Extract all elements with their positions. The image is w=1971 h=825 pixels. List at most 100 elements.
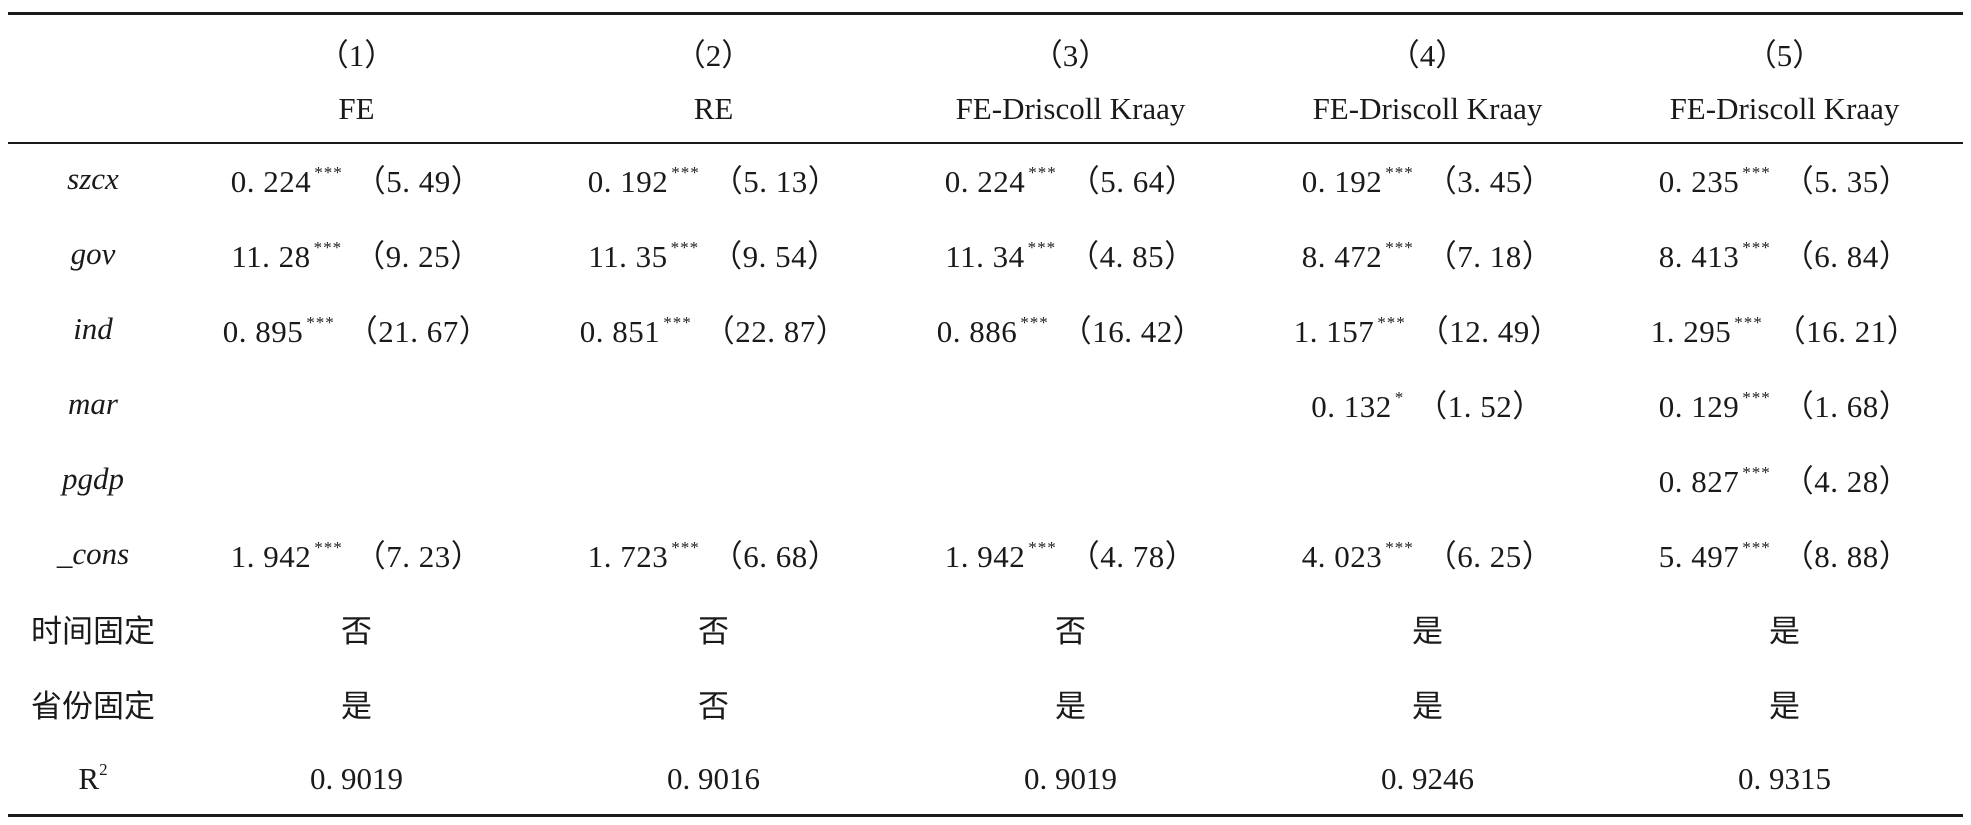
t-statistic: （4. 28） bbox=[1782, 464, 1911, 499]
coefficient-value: 1. 942 bbox=[944, 539, 1026, 574]
coefficient-cell: 0. 224 *** （5. 64） bbox=[892, 137, 1249, 216]
r-squared-superscript: 2 bbox=[99, 760, 108, 779]
header-corner bbox=[8, 15, 178, 81]
fixed-effect-cell: 是 bbox=[1412, 614, 1443, 650]
t-statistic: （9. 25） bbox=[354, 239, 482, 274]
t-statistic: （21. 67） bbox=[346, 314, 491, 349]
r-squared-value: 0. 9315 bbox=[1738, 760, 1831, 796]
coefficient-cell: 1. 942 *** （4. 78） bbox=[892, 516, 1249, 591]
t-statistic: （4. 78） bbox=[1068, 539, 1197, 574]
t-statistic: （22. 87） bbox=[703, 314, 848, 349]
row-label: 时间固定 bbox=[31, 614, 155, 650]
coefficient-value: 0. 895 bbox=[222, 314, 304, 349]
significance-stars: *** bbox=[1742, 163, 1771, 182]
column-method: FE-Driscoll Kraay bbox=[1669, 91, 1900, 126]
coefficient-cell: 11. 35 *** （9. 54） bbox=[535, 216, 892, 291]
significance-stars: *** bbox=[314, 163, 343, 182]
variable-label: ind bbox=[73, 310, 113, 346]
significance-stars: *** bbox=[314, 538, 343, 557]
coefficient-cell: 0. 895 *** （21. 67） bbox=[178, 291, 535, 366]
fixed-effect-cell: 是 bbox=[1769, 689, 1800, 725]
coefficient-cell: 1. 157 *** （12. 49） bbox=[1249, 291, 1606, 366]
row-ind: ind 0. 895 *** （21. 67） 0. 851 *** （22. 87） 0. … bbox=[8, 291, 1963, 366]
coefficient-value: 8. 472 bbox=[1301, 239, 1383, 274]
t-statistic: （6. 68） bbox=[711, 539, 840, 574]
row-gov: gov 11. 28 *** （9. 25） 11. 35 *** （9. 54） 11. 3… bbox=[8, 216, 1963, 291]
top-rule bbox=[8, 12, 1963, 15]
coefficient-cell bbox=[535, 366, 892, 441]
column-method: RE bbox=[693, 91, 734, 126]
column-number: （1） bbox=[317, 37, 396, 73]
coefficient-cell bbox=[178, 366, 535, 441]
variable-label: mar bbox=[68, 385, 118, 421]
fixed-effect-cell: 是 bbox=[341, 689, 372, 725]
significance-stars: *** bbox=[1028, 538, 1057, 557]
r-squared-value: 0. 9019 bbox=[1024, 760, 1117, 796]
column-number: （5） bbox=[1745, 37, 1824, 73]
significance-stars: *** bbox=[313, 238, 343, 257]
significance-stars: *** bbox=[1027, 238, 1057, 257]
coefficient-cell: 11. 34 *** （4. 85） bbox=[892, 216, 1249, 291]
coefficient-value: 0. 886 bbox=[936, 314, 1018, 349]
coefficient-cell: 5. 497 *** （8. 88） bbox=[1606, 516, 1963, 591]
coefficient-value: 4. 023 bbox=[1301, 539, 1383, 574]
coefficient-cell: 0. 827 *** （4. 28） bbox=[1606, 441, 1963, 516]
r-squared-letter: R bbox=[78, 761, 100, 796]
row-label: 省份固定 bbox=[31, 689, 155, 725]
significance-stars: *** bbox=[1020, 313, 1049, 332]
t-statistic: （5. 64） bbox=[1068, 164, 1197, 199]
t-statistic: （8. 88） bbox=[1782, 539, 1911, 574]
significance-stars: *** bbox=[1385, 538, 1414, 557]
header-corner bbox=[8, 81, 178, 137]
t-statistic: （7. 23） bbox=[354, 539, 483, 574]
coefficient-cell: 8. 413 *** （6. 84） bbox=[1606, 216, 1963, 291]
column-number: （4） bbox=[1388, 37, 1467, 73]
coefficient-cell: 1. 942 *** （7. 23） bbox=[178, 516, 535, 591]
coefficient-cell bbox=[178, 441, 535, 516]
coefficient-value: 0. 132 bbox=[1311, 389, 1392, 424]
row-szcx: szcx 0. 224 *** （5. 49） 0. 192 *** （5. 13） 0. 2… bbox=[8, 137, 1963, 216]
t-statistic: （1. 52） bbox=[1416, 389, 1544, 424]
column-method: FE-Driscoll Kraay bbox=[955, 91, 1186, 126]
row-mar: mar 0. 132 * （1. 52） 0. 129 *** （1. 68） bbox=[8, 366, 1963, 441]
significance-stars: *** bbox=[1734, 313, 1763, 332]
fixed-effect-cell: 否 bbox=[698, 689, 729, 725]
coefficient-cell: 0. 235 *** （5. 35） bbox=[1606, 137, 1963, 216]
t-statistic: （6. 84） bbox=[1782, 239, 1911, 274]
bottom-rule bbox=[8, 814, 1963, 817]
significance-stars: *** bbox=[1742, 238, 1771, 257]
significance-stars: *** bbox=[1028, 163, 1057, 182]
fixed-effect-cell: 是 bbox=[1055, 689, 1086, 725]
row-province-fixed: 省份固定 是 否 是 是 是 bbox=[8, 666, 1963, 741]
fixed-effect-cell: 否 bbox=[1055, 614, 1086, 650]
coefficient-value: 5. 497 bbox=[1658, 539, 1740, 574]
t-statistic: （12. 49） bbox=[1417, 314, 1562, 349]
coefficient-value: 8. 413 bbox=[1658, 239, 1740, 274]
coefficient-value: 0. 129 bbox=[1658, 389, 1740, 424]
t-statistic: （7. 18） bbox=[1425, 239, 1554, 274]
significance-stars: *** bbox=[670, 238, 700, 257]
row-time-fixed: 时间固定 否 否 否 是 是 bbox=[8, 591, 1963, 666]
coefficient-value: 0. 851 bbox=[579, 314, 661, 349]
significance-stars: *** bbox=[663, 313, 692, 332]
coefficient-cell: 0. 224 *** （5. 49） bbox=[178, 137, 535, 216]
significance-stars: *** bbox=[1742, 388, 1771, 407]
t-statistic: （1. 68） bbox=[1782, 389, 1911, 424]
coefficient-cell: 1. 723 *** （6. 68） bbox=[535, 516, 892, 591]
fixed-effect-cell: 否 bbox=[698, 614, 729, 650]
significance-stars: *** bbox=[1385, 238, 1414, 257]
coefficient-value: 1. 295 bbox=[1650, 314, 1732, 349]
coefficient-cell: 0. 192 *** （5. 13） bbox=[535, 137, 892, 216]
t-statistic: （5. 13） bbox=[711, 164, 840, 199]
coefficient-value: 1. 157 bbox=[1293, 314, 1375, 349]
coefficient-cell: 0. 129 *** （1. 68） bbox=[1606, 366, 1963, 441]
coefficient-value: 0. 192 bbox=[587, 164, 669, 199]
significance-stars: *** bbox=[1742, 538, 1771, 557]
header-row-methods: FE RE FE-Driscoll Kraay FE-Driscoll Kraa… bbox=[8, 81, 1963, 137]
t-statistic: （16. 42） bbox=[1060, 314, 1205, 349]
coefficient-cell: 4. 023 *** （6. 25） bbox=[1249, 516, 1606, 591]
coefficient-value: 11. 34 bbox=[945, 239, 1025, 274]
coefficient-cell bbox=[892, 441, 1249, 516]
r-squared-value: 0. 9246 bbox=[1381, 760, 1474, 796]
